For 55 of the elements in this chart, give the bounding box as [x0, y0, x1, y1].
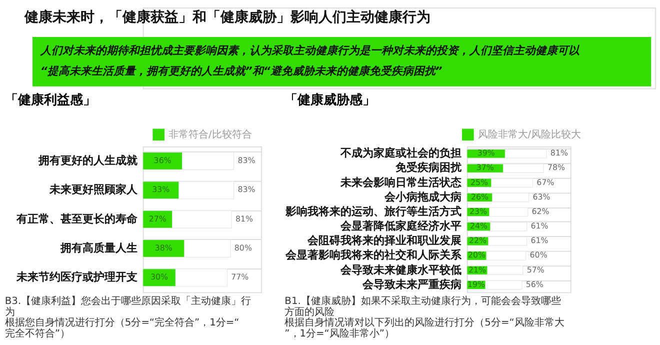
y-tick-label: 会导致未来健康水平较低	[340, 263, 462, 276]
text: 根据您自身情况进行打分（5分=“完全符合”，1分=“完全不符合”）	[4, 316, 240, 340]
data-label: 25%	[470, 178, 488, 187]
total-label: 83%	[238, 156, 256, 165]
data-label: 20%	[468, 250, 486, 260]
data-label: 38%	[154, 243, 173, 252]
text: 健康未来时，「健康获益」和「健康威胁」影响人们主动健康行为	[24, 8, 431, 26]
y-tick-label: 拥有高质量人生	[59, 241, 138, 254]
total-label: 61%	[530, 222, 549, 231]
data-label: 36%	[154, 156, 172, 165]
data-label: 22%	[468, 236, 487, 246]
total-label: 78%	[547, 163, 566, 172]
total-label: 56%	[526, 280, 544, 289]
data-label: 21%	[468, 265, 486, 274]
data-label: 30%	[150, 272, 169, 282]
y-tick-label: 拥有更好的人生成就	[37, 154, 138, 167]
data-label: 27%	[148, 214, 167, 224]
y-tick-label: 会显著降低家庭经济水平	[340, 220, 462, 233]
data-label: 26%	[470, 192, 489, 202]
text: B1.【健康威胁】如果不采取主动健康行为，可能会会导致哪些方面的风险	[284, 295, 561, 318]
y-tick-label: 影响我将来的运动、旅行等生活方式	[284, 204, 462, 218]
text: 「健康威胁感」	[284, 92, 376, 108]
y-tick-label: 未来节约医疗或护理开支	[15, 270, 138, 284]
text: B3.【健康利益】您会出于哪些原因采取「主动健康」行为	[4, 295, 252, 318]
data-label: 24%	[470, 222, 488, 231]
total-label: 81%	[550, 148, 568, 158]
total-label: 83%	[238, 185, 256, 194]
total-label: 81%	[236, 214, 254, 224]
data-label: 19%	[468, 280, 486, 289]
y-tick-label: 不成为家庭或社会的负担	[340, 146, 462, 160]
data-label: 23%	[469, 206, 488, 216]
total-label: 67%	[536, 178, 555, 187]
y-tick-label: 会显著影响我将来的社交和人际关系	[284, 248, 463, 262]
y-tick-label: 会导致未来严重疾病	[362, 278, 462, 291]
total-label: 62%	[532, 206, 550, 216]
data-label: 33%	[152, 185, 170, 194]
total-label: 60%	[530, 250, 548, 260]
total-label: 57%	[526, 265, 545, 274]
y-tick-label: 有正常、甚至更长的寿命	[15, 212, 138, 226]
chart-title: 「健康利益感」	[4, 92, 96, 108]
total-label: 77%	[231, 272, 250, 282]
data-label: 39%	[477, 148, 496, 158]
y-tick-label: 会阻碍我将来的择业和职业发展	[306, 234, 462, 248]
legend-label: 非常符合/比较符合	[168, 128, 252, 141]
total-label: 61%	[530, 236, 549, 246]
data-label: 37%	[476, 163, 494, 172]
y-tick-label: 未来更好照顾家人	[48, 183, 138, 196]
total-label: 63%	[532, 192, 551, 202]
legend-label: 风险非常大/风险比较大	[478, 128, 582, 141]
y-tick-label: 免受疾病困扰	[394, 161, 463, 174]
y-tick-label: 未来会影响日常生活状态	[340, 176, 462, 189]
y-tick-label: 会小病拖成大病	[384, 190, 462, 204]
total-label: 80%	[234, 243, 252, 252]
text: 人们对未来的期待和担忧成主要影响因素，认为采取主动健康行为是一种对未来的投资，人们坚信主动健康可以“提高未来生活质量，拥有更好的人生成就”和“避免威胁未来的健康免受疾病困扰”	[39, 44, 580, 78]
text: 根据自身情况请对以下列出的风险进行打分（5分=“风险非常大”，1分=“风险非常小”）	[284, 316, 564, 340]
